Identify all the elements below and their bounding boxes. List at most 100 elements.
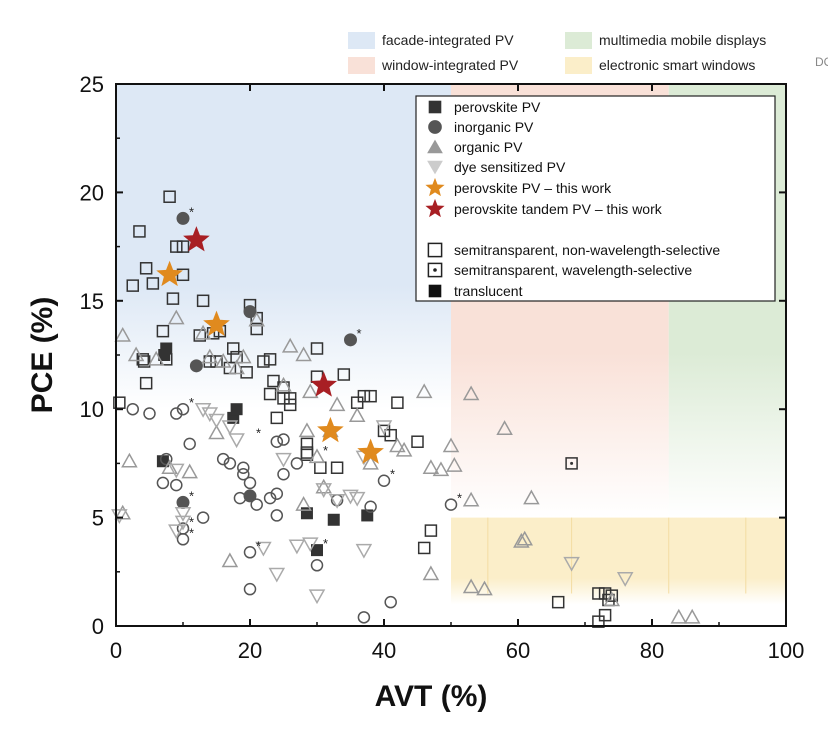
point-dye-sensitized-pv-triangle-down-open [616, 572, 634, 587]
point-perovskite-pv-square-open [263, 353, 277, 366]
y-axis-label: PCE (%) [26, 297, 59, 414]
point-perovskite-pv-square-open [163, 190, 176, 203]
point-organic-pv-triangle-up-open [147, 350, 165, 366]
point-organic-pv-triangle-up-open [683, 608, 701, 624]
point-perovskite-pv-square-open [330, 461, 344, 474]
point-perovskite-pv-square-open [240, 366, 253, 379]
x-tick-label: 20 [238, 638, 262, 663]
legend-label: perovskite tandem PV – this work [454, 201, 663, 217]
square-outline [427, 262, 443, 278]
point-organic-pv-triangle-up-open [275, 376, 292, 392]
point-perovskite-pv-square-open [133, 225, 146, 238]
axes-layer: 0 20 40 60 80 100 0 5 10 15 20 25 AVT (%) PCE (%) [26, 72, 804, 713]
annotation-asterisk: * [189, 488, 194, 503]
point-dye-sensitized-pv-triangle-down-open [174, 507, 192, 522]
legend-label: translucent [454, 283, 523, 299]
point-perovskite-pv-square-open [364, 389, 377, 403]
point-organic-pv-triangle-up-open [114, 504, 131, 520]
annotation-asterisk: * [323, 536, 328, 551]
region-legend-swatch [348, 32, 375, 49]
point-inorganic-pv-circle-open [126, 402, 139, 416]
point-perovskite-pv-square-filled [311, 544, 323, 557]
point-organic-pv-triangle-up-open [201, 348, 219, 364]
point-inorganic-pv-circle-filled [243, 489, 257, 503]
point-organic-pv-triangle-up-open [248, 311, 265, 327]
legend-label: inorganic PV [454, 119, 534, 135]
x-axis-label: AVT (%) [375, 680, 488, 713]
x-tick-label: 60 [506, 638, 530, 663]
point-organic-pv-triangle-up-open [281, 337, 299, 353]
point-perovskite-pv-square-open [598, 587, 612, 600]
point-perovskite-pv-square-open [139, 262, 153, 275]
point-inorganic-pv-circle-open [170, 478, 183, 492]
legend-marker [427, 262, 443, 278]
point-dye-sensitized-pv-triangle-down-open [302, 537, 319, 553]
point-organic-pv-triangle-up-open [121, 452, 138, 468]
point-inorganic-pv-circle-open [384, 595, 397, 609]
point-inorganic-pv-circle-filled [344, 333, 357, 347]
point-dye-sensitized-pv-triangle-down-open [288, 539, 306, 555]
point-organic-pv-triangle-up-open [476, 580, 493, 596]
region-legend-label: facade-integrated PV [382, 32, 514, 48]
legend-label: semitransparent, wavelength-selective [454, 262, 692, 278]
point-inorganic-pv-circle-open [444, 498, 458, 511]
point-organic-pv-triangle-up-open [462, 385, 480, 401]
point-organic-pv-triangle-up-open [302, 383, 319, 399]
point-dye-sensitized-pv-triangle-down-open [355, 543, 373, 559]
point-organic-pv-triangle-up-open [127, 346, 145, 362]
point-perovskite-pv-square-open [417, 541, 431, 555]
annotation-asterisk: * [357, 326, 362, 341]
point-inorganic-pv-circle-open [277, 433, 290, 446]
y-tick-label: 15 [80, 289, 104, 314]
region-3 [451, 517, 786, 605]
point-inorganic-pv-circle-open [270, 435, 284, 448]
point-perovskite-pv-this-work-star [357, 438, 384, 464]
point-dye-sensitized-pv-triangle-down-open [174, 515, 192, 531]
point-perovskite-pv-square-open [283, 392, 297, 405]
point-perovskite-pv-square-open [592, 587, 605, 600]
point-inorganic-pv-circle-open [176, 533, 190, 546]
region-legend-swatch [348, 57, 375, 74]
point-dye-sensitized-pv-triangle-down-open [275, 452, 292, 468]
point-inorganic-pv-circle-open [270, 487, 284, 501]
point-inorganic-pv-circle-open [237, 467, 250, 481]
point-perovskite-pv-square-open [310, 342, 324, 355]
point-organic-pv-triangle-up-open [295, 346, 312, 362]
point-perovskite-pv-square-open [126, 279, 139, 292]
legend-marker [428, 120, 442, 134]
point-organic-pv-triangle-up-open [214, 352, 232, 368]
point-inorganic-pv-circle-open [223, 457, 237, 470]
x-tick-label: 0 [110, 638, 122, 663]
point-perovskite-pv-square-open [314, 461, 327, 474]
point-organic-pv-triangle-up-open [422, 565, 440, 581]
region-legend-layer: facade-integrated PV window-integrated PV… [348, 32, 766, 74]
point-perovskite-pv-this-work-star [203, 310, 230, 336]
annotation-asterisk: * [256, 426, 261, 441]
point-perovskite-pv-square-open [146, 277, 160, 290]
point-perovskite-tandem-pv-this-work-star [183, 226, 210, 252]
legend-label: dye sensitized PV [454, 159, 566, 175]
point-organic-pv-triangle-up-open [194, 324, 212, 340]
point-perovskite-pv-square-open [391, 396, 404, 409]
point-perovskite-pv-square-open [598, 608, 612, 622]
point-inorganic-pv-circle-open [216, 452, 230, 466]
point-dye-sensitized-pv-triangle-down-open [168, 463, 185, 479]
point-perovskite-pv-square-open [592, 615, 605, 628]
point-organic-pv-triangle-up-open [389, 437, 406, 453]
point-perovskite-pv-square-open [176, 240, 190, 253]
point-inorganic-pv-circle-open [183, 437, 196, 451]
point-inorganic-pv-circle-filled [176, 211, 190, 225]
point-dye-sensitized-pv-triangle-down-open [563, 556, 580, 572]
point-perovskite-pv-square-filled [230, 403, 243, 416]
legend-label: perovskite PV – this work [454, 180, 612, 196]
point-dye-sensitized-pv-triangle-down-open [208, 413, 225, 429]
point-organic-pv-triangle-up-open [415, 383, 433, 399]
point-perovskite-pv-square-open [267, 374, 280, 388]
region-legend-swatch [565, 32, 592, 49]
y-tick-label: 10 [80, 397, 104, 422]
point-inorganic-pv-circle-open [377, 474, 391, 487]
point-inorganic-pv-circle-filled [189, 359, 203, 373]
point-organic-pv-triangle-up-open [670, 608, 688, 624]
